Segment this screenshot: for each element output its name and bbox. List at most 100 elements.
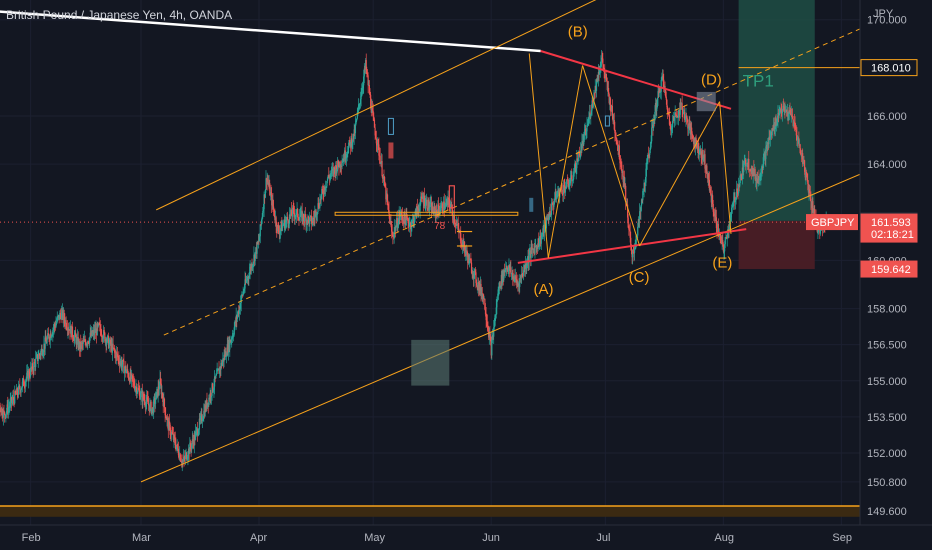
candle-body [19, 389, 22, 393]
candle-body [164, 407, 166, 416]
candle-body [223, 354, 225, 362]
candle-body [750, 169, 752, 172]
candle-body [786, 111, 789, 117]
candle-body [144, 404, 147, 407]
target-price-tag-bg [860, 59, 918, 77]
candle-body [236, 314, 239, 319]
candle-body [504, 269, 506, 273]
candle-body [713, 213, 716, 217]
time-tick-label: Aug [714, 532, 734, 544]
candle-body [39, 354, 41, 356]
candle-body [665, 90, 667, 97]
candle-body [248, 271, 251, 278]
candle-body [490, 341, 492, 356]
candle-body [477, 282, 479, 287]
candle-body [770, 131, 772, 136]
candle-body [666, 99, 668, 108]
candle-body [217, 368, 219, 370]
candle-body [265, 178, 267, 190]
candle-body [259, 236, 261, 242]
candle-body [27, 370, 29, 381]
candle-body [308, 218, 310, 225]
candle-body [169, 424, 171, 435]
candle-body [57, 316, 59, 318]
candle-body [118, 357, 120, 362]
candle-body [564, 186, 567, 193]
candle-body [10, 397, 12, 401]
candle-body [422, 197, 424, 204]
candle-body [174, 438, 176, 445]
candle-body [159, 378, 161, 389]
candle-body [269, 183, 271, 196]
candle-body [278, 231, 280, 235]
candle-body [117, 356, 119, 358]
candle-body [30, 367, 32, 369]
candle-body [343, 158, 345, 161]
candle-body [489, 333, 491, 337]
candle-body [202, 418, 204, 421]
candle-body [333, 167, 335, 174]
candle-body [295, 215, 297, 216]
candle-body [469, 258, 471, 261]
candle-body [286, 216, 289, 220]
price-tick-label: 156.500 [867, 340, 907, 352]
candle-body [715, 215, 717, 218]
candle-body [90, 332, 92, 337]
wave-segment [547, 65, 584, 259]
candle-body [776, 122, 778, 126]
candle-body [181, 461, 183, 464]
candle-body [736, 188, 738, 193]
price-tick-label: 150.800 [867, 477, 907, 489]
candle-body [659, 91, 662, 93]
candle-body [676, 115, 678, 118]
candle-body [423, 195, 425, 204]
candle-body [314, 213, 316, 219]
candle-body [12, 397, 14, 401]
candle-body [301, 210, 303, 222]
candle-body [643, 182, 645, 191]
candle-body [37, 358, 39, 362]
candle-body [135, 386, 138, 394]
candle-body [377, 139, 379, 145]
candle-body [221, 362, 223, 367]
candle-body [386, 193, 388, 201]
candle-body [738, 184, 740, 194]
candle-body [530, 247, 532, 258]
candle-body [201, 413, 203, 422]
candle-body [64, 320, 67, 325]
candle-body [155, 392, 157, 400]
chart-title: British Pound / Japanese Yen, 4h, OANDA [6, 8, 232, 22]
candle-body [681, 103, 683, 109]
candle-body [363, 76, 365, 86]
candle-body [177, 448, 180, 456]
candle-body [769, 135, 771, 140]
candle-body [563, 185, 565, 187]
candle-body [383, 176, 385, 178]
candle-body [367, 75, 369, 86]
candle-body [402, 219, 404, 221]
candle-body [595, 85, 597, 92]
candle-body [637, 219, 639, 227]
time-axis[interactable] [0, 525, 932, 550]
candle-body [591, 100, 593, 111]
candle-body [136, 392, 138, 394]
candle-body [101, 335, 103, 337]
candle-body [547, 218, 549, 220]
candle-body [659, 87, 661, 93]
candle-body [179, 454, 181, 461]
candle-body [515, 276, 517, 280]
candle-body [318, 203, 320, 208]
candle-body [35, 355, 37, 359]
candle-body [441, 203, 443, 206]
candle-body [606, 77, 608, 81]
candle-body [421, 196, 423, 199]
candle-body [334, 169, 336, 175]
candle-body [110, 343, 112, 346]
candle-body [803, 159, 805, 161]
candle-body [427, 208, 429, 211]
wave-label: (D) [701, 72, 722, 89]
candle-body [227, 344, 229, 353]
candle-body [633, 252, 635, 254]
candle-body [69, 325, 72, 334]
